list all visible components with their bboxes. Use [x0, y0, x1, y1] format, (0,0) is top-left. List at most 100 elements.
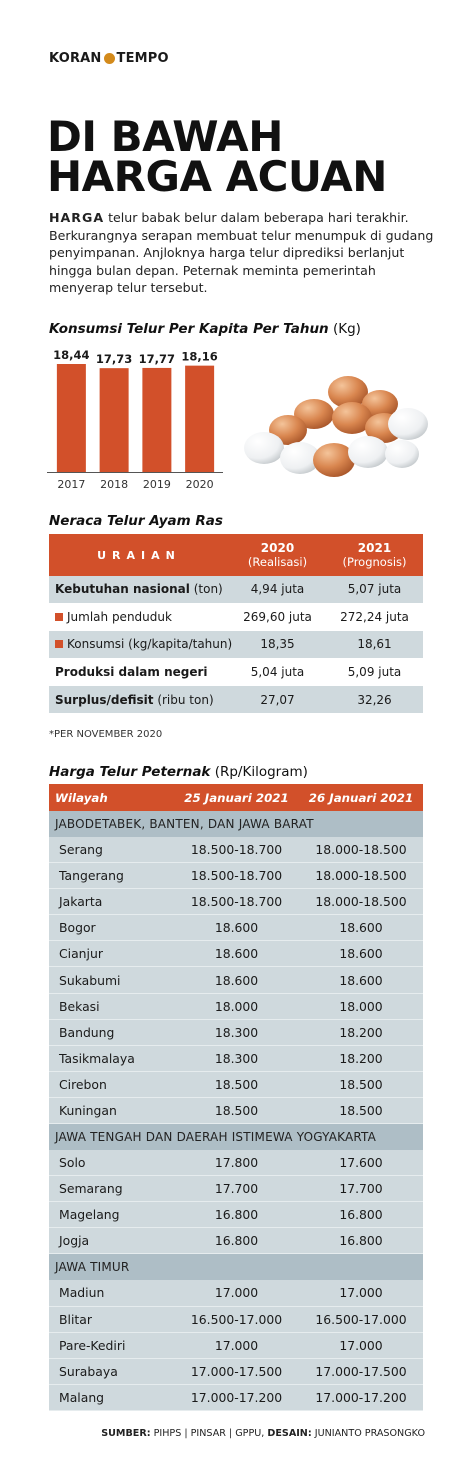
balance-row-label: Konsumsi — [67, 637, 125, 652]
balance-row: Surplus/defisit (ribu ton) 27,07 32,26 — [49, 686, 423, 714]
lead-text: telur babak belur dalam beberapa hari te… — [49, 210, 434, 295]
price-date1: 17.000 — [214, 1337, 259, 1353]
price-date1: 18.300 — [214, 1050, 259, 1066]
price-date2: 16.800 — [339, 1233, 383, 1249]
price-date1: 18.000 — [214, 998, 259, 1014]
price-row: Tasikmalaya 18.300 18.200 — [49, 1045, 423, 1072]
price-date2: 18.000-18.500 — [315, 894, 407, 910]
price-region: Cianjur — [59, 946, 103, 962]
price-group-header: JABODETABEK, BANTEN, DAN JAWA BARAT — [49, 811, 423, 837]
price-date2: 18.200 — [339, 1024, 383, 1040]
price-date1: 17.000-17.500 — [190, 1363, 283, 1379]
price-region: Malang — [59, 1389, 105, 1405]
balance-row: Kebutuhan nasional (ton) 4,94 juta 5,07 … — [49, 576, 423, 604]
price-region: Cirebon — [59, 1076, 107, 1092]
price-region: Kuningan — [59, 1102, 117, 1118]
headline-line-2: HARGA ACUAN — [47, 152, 387, 201]
price-date1: 18.600 — [214, 946, 259, 962]
price-date2: 17.000-17.200 — [315, 1389, 407, 1405]
price-date2: 18.000-18.500 — [315, 842, 407, 858]
price-row: Serang 18.500-18.700 18.000-18.500 — [49, 837, 423, 864]
x-tick-label: 2019 — [143, 478, 171, 491]
balance-cell-2020: 4,94 juta — [250, 582, 305, 597]
headline-line-1: DI BAWAH — [47, 112, 283, 161]
price-date1: 17.800 — [214, 1155, 259, 1171]
price-row: Sukabumi 18.600 18.600 — [49, 967, 423, 994]
price-date1: 16.500-17.000 — [190, 1311, 283, 1327]
balance-row-label: Surplus/defisit — [55, 692, 154, 707]
price-region: Bogor — [59, 920, 96, 936]
bar-value-label: 17,73 — [96, 352, 132, 366]
price-date2: 17.700 — [339, 1181, 383, 1197]
balance-table: URAIAN 2020 (Realisasi) 2021 (Prognosis)… — [49, 534, 423, 714]
price-date1: 17.000-17.200 — [190, 1389, 283, 1405]
price-region: Semarang — [59, 1181, 123, 1197]
price-date2: 18.500 — [339, 1102, 383, 1118]
balance-row-unit: (kg/kapita/tahun) — [124, 637, 233, 652]
price-region: Serang — [59, 842, 103, 858]
lead-keyword: HARGA — [49, 210, 105, 225]
price-row: Jogja 16.800 16.800 — [49, 1228, 423, 1255]
design-label: DESAIN: — [267, 1428, 312, 1439]
price-date2: 17.000 — [339, 1337, 383, 1353]
balance-row-label: Produksi dalam negeri — [55, 665, 208, 680]
balance-note: *PER NOVEMBER 2020 — [49, 729, 163, 740]
balance-header-2020-year: 2020 — [260, 541, 295, 555]
bullet-square-icon — [55, 612, 63, 621]
x-tick-label: 2017 — [57, 478, 85, 491]
price-date1: 18.600 — [214, 920, 259, 936]
balance-cell-2020: 27,07 — [260, 692, 295, 707]
price-header-date1: 25 Januari 2021 — [184, 790, 289, 805]
balance-row-unit: (ton) — [189, 582, 223, 597]
bar-2019 — [142, 367, 172, 472]
price-region: Bandung — [59, 1024, 115, 1040]
price-date2: 16.800 — [339, 1207, 383, 1223]
balance-row-label: Kebutuhan nasional — [55, 582, 190, 597]
price-date2: 18.600 — [339, 946, 383, 962]
balance-cell-2021: 32,26 — [357, 692, 392, 707]
price-date2: 18.200 — [339, 1050, 383, 1066]
balance-header-2021-year: 2021 — [357, 541, 392, 555]
prices-title: Harga Telur Peternak (Rp/Kilogram) — [49, 764, 308, 780]
balance-row: Jumlah penduduk 269,60 juta 272,24 juta — [49, 603, 423, 632]
price-date1: 17.000 — [214, 1285, 259, 1301]
bullet-square-icon — [55, 640, 63, 649]
balance-header: URAIAN 2020 (Realisasi) 2021 (Prognosis) — [49, 534, 423, 576]
price-row: Solo 17.800 17.600 — [49, 1150, 423, 1177]
price-date2: 18.000-18.500 — [315, 868, 407, 884]
price-row: Malang 17.000-17.200 17.000-17.200 — [49, 1384, 423, 1411]
price-region: Blitar — [59, 1311, 92, 1327]
price-row: Bekasi 18.000 18.000 — [49, 993, 423, 1020]
balance-title: Neraca Telur Ayam Ras — [49, 513, 223, 529]
balance-row-label: Jumlah penduduk — [67, 609, 172, 624]
price-group-header: JAWA TENGAH DAN DAERAH ISTIMEWA YOGYAKAR… — [49, 1124, 423, 1151]
price-region: Madiun — [59, 1285, 105, 1301]
brand-logo: KORAN TEMPO — [49, 51, 169, 66]
price-region: Jakarta — [59, 894, 103, 910]
price-row: Magelang 16.800 16.800 — [49, 1202, 423, 1229]
bar-value-label: 18,16 — [181, 350, 217, 364]
price-region: Tangerang — [59, 868, 124, 884]
headline: DI BAWAH HARGA ACUAN — [47, 112, 387, 201]
price-header-date2: 26 Januari 2021 — [308, 790, 414, 805]
consumption-title-text: Konsumsi Telur Per Kapita Per Tahun — [49, 321, 329, 337]
price-region: Bekasi — [59, 998, 100, 1014]
price-region: Solo — [59, 1155, 86, 1171]
consumption-title: Konsumsi Telur Per Kapita Per Tahun (Kg) — [49, 321, 361, 337]
balance-cell-2020: 18,35 — [260, 637, 295, 652]
price-table: Wilayah 25 Januari 2021 26 Januari 2021 … — [49, 784, 423, 1411]
price-group-header: JAWA TIMUR — [49, 1254, 423, 1281]
balance-cell-2021: 18,61 — [357, 637, 392, 652]
price-region: Magelang — [59, 1207, 120, 1223]
price-date2: 18.600 — [339, 920, 383, 936]
price-row: Semarang 17.700 17.700 — [49, 1176, 423, 1203]
price-date1: 18.500 — [214, 1076, 259, 1092]
price-header-region: Wilayah — [55, 790, 108, 805]
brand-right: TEMPO — [116, 51, 169, 66]
balance-row: Konsumsi (kg/kapita/tahun) 18,35 18,61 — [49, 631, 423, 659]
price-date1: 18.500-18.700 — [190, 894, 283, 910]
price-row: Cianjur 18.600 18.600 — [49, 941, 423, 968]
brand-seal-icon — [103, 53, 115, 64]
price-region: Jogja — [59, 1233, 90, 1249]
price-row: Pare-Kediri 17.000 17.000 — [49, 1332, 423, 1359]
